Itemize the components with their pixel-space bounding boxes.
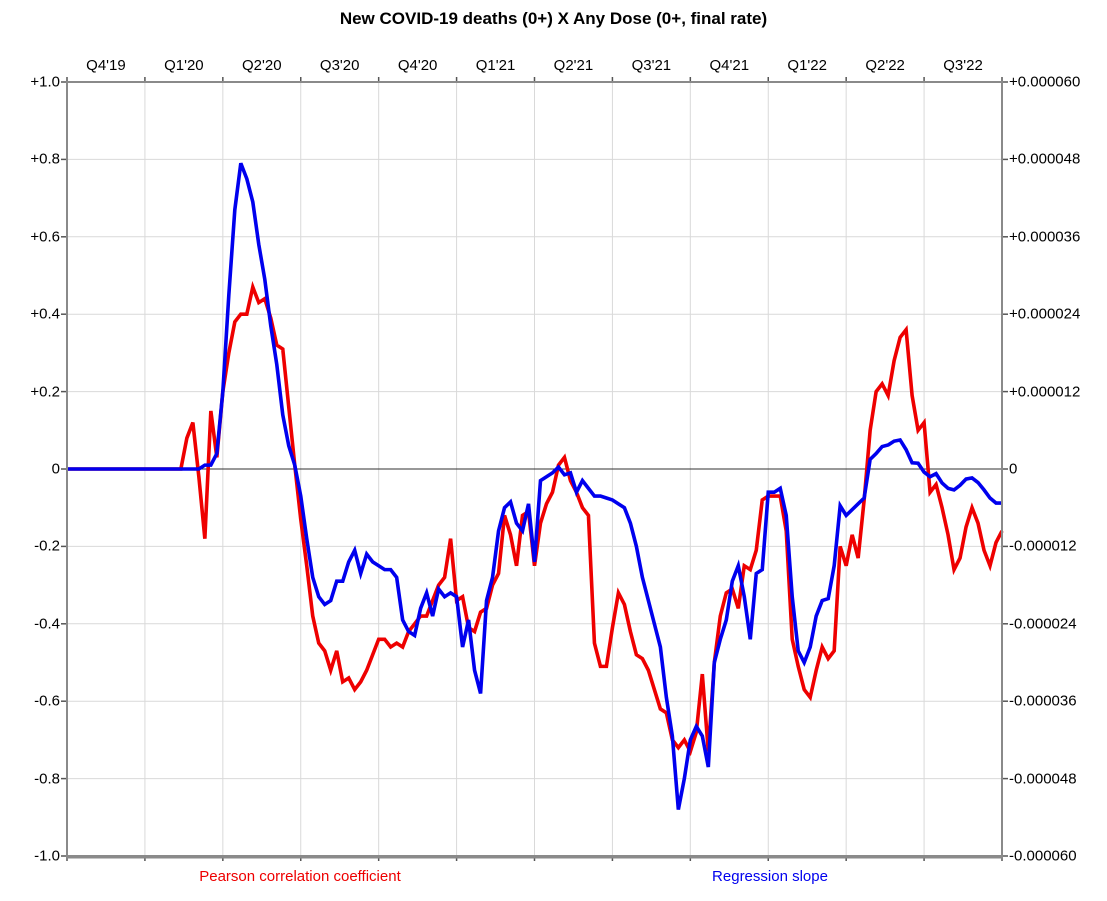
left-axis-tick-10: -1.0 — [34, 847, 60, 865]
right-axis-tick-7: -0.000024 — [1009, 615, 1077, 633]
x-axis-label-q222: Q2'22 — [865, 57, 905, 74]
plot-border — [66, 81, 1003, 857]
legend-pearson-correlation: Pearson correlation coefficient — [199, 868, 401, 885]
left-axis-tick-6: -0.2 — [34, 537, 60, 555]
right-axis-tick-6: -0.000012 — [1009, 537, 1077, 555]
left-axis-tick-1: +0.8 — [30, 150, 60, 168]
right-axis-tick-5: 0 — [1009, 460, 1018, 478]
x-axis-label-q421: Q4'21 — [709, 57, 750, 74]
x-axis-label-q322: Q3'22 — [943, 57, 983, 74]
x-axis-label-q320: Q3'20 — [319, 57, 360, 74]
x-axis-label-q120: Q1'20 — [164, 57, 204, 74]
left-axis-tick-7: -0.4 — [34, 615, 60, 633]
x-axis-label-q122: Q1'22 — [787, 57, 827, 74]
x-axis-label-q220: Q2'20 — [242, 57, 282, 74]
x-axis-label-q420: Q4'20 — [397, 57, 438, 74]
x-axis-label-q419: Q4'19 — [86, 57, 126, 74]
x-axis-label-q321: Q3'21 — [631, 57, 672, 74]
right-axis-tick-3: +0.000024 — [1009, 305, 1081, 323]
left-axis-tick-4: +0.2 — [30, 383, 60, 401]
left-axis-tick-0: +1.0 — [30, 73, 60, 91]
left-axis-tick-3: +0.4 — [30, 305, 60, 323]
x-axis-label-q221: Q2'21 — [553, 57, 594, 74]
chart-title: New COVID-19 deaths (0+) X Any Dose (0+,… — [339, 9, 768, 28]
right-axis-tick-1: +0.000048 — [1009, 150, 1081, 168]
right-axis-tick-2: +0.000036 — [1009, 228, 1081, 246]
right-axis-tick-10: -0.000060 — [1009, 847, 1077, 865]
left-axis-tick-5: 0 — [51, 460, 60, 478]
right-axis-tick-9: -0.000048 — [1009, 770, 1077, 788]
left-axis-tick-2: +0.6 — [30, 228, 60, 246]
right-axis-tick-8: -0.000036 — [1009, 692, 1077, 710]
left-axis-tick-8: -0.6 — [34, 692, 60, 710]
regression-slope-line — [67, 162, 1002, 810]
right-axis-tick-0: +0.000060 — [1009, 73, 1081, 91]
left-axis-tick-9: -0.8 — [34, 770, 60, 788]
x-axis-label-q121: Q1'21 — [475, 57, 516, 74]
right-axis-tick-4: +0.000012 — [1009, 383, 1081, 401]
legend-regression-slope: Regression slope — [712, 868, 828, 885]
